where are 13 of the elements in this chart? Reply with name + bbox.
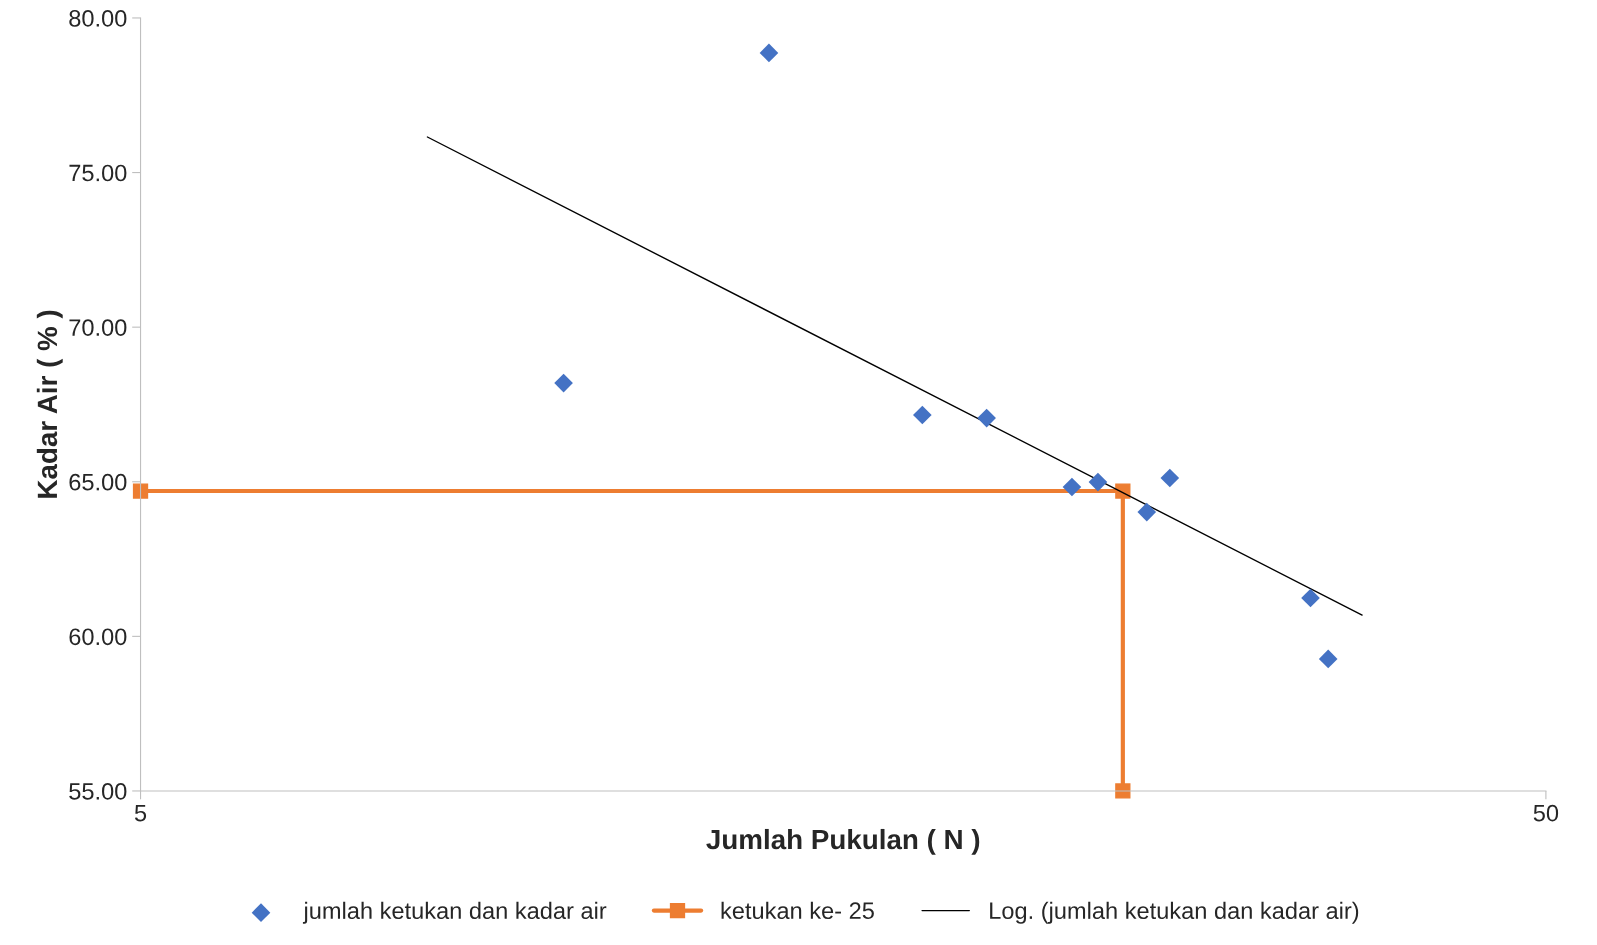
y-axis-title: Kadar Air ( % ) [36, 310, 63, 498]
legend-label: ketukan ke- 25 [721, 901, 874, 920]
y-tick-label: 80.00 [69, 10, 127, 27]
legend-label: jumlah ketukan dan kadar air [302, 901, 607, 924]
y-tick-label: 75.00 [69, 164, 127, 182]
y-tick-label: 65.00 [69, 473, 127, 491]
y-tick-label: 70.00 [69, 319, 127, 336]
x-tick-label: 50 [1533, 804, 1559, 822]
x-axis-title: Jumlah Pukulan ( N ) [706, 828, 980, 855]
y-tick-label: 60.00 [69, 628, 127, 646]
x-tick-label: 5 [134, 805, 147, 822]
legend-label: Log. (jumlah ketukan dan kadar air) [990, 901, 1359, 924]
y-tick-label: 55.00 [69, 783, 127, 800]
